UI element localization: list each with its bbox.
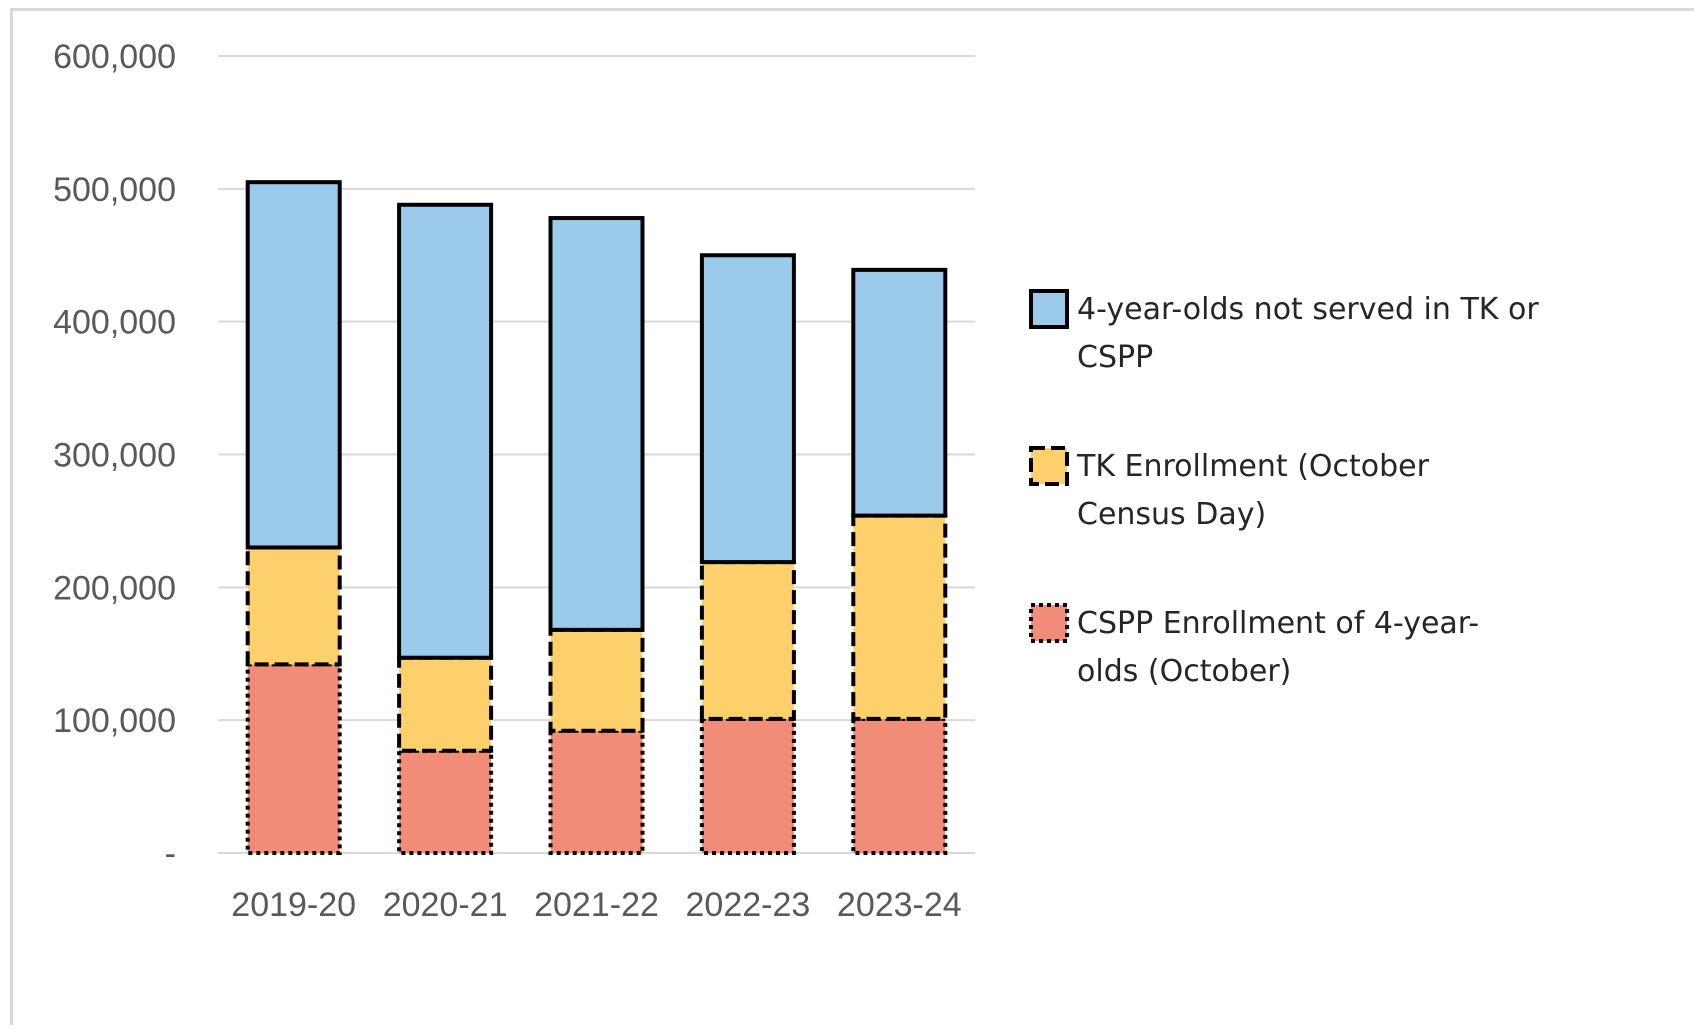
legend-label: TK Enrollment (October Census Day) (1076, 449, 1430, 532)
chart-frame: - 100,000 200,000 300,000 400,000 500,000 600,… (10, 8, 1694, 1025)
bar-segment (245, 662, 342, 855)
legend-swatch (1029, 446, 1069, 486)
y-axis-tick-labels: - 100,000 200,000 300,000 400,000 500,000 600,… (53, 38, 176, 873)
y-tick-label: 200,000 (53, 569, 176, 607)
legend-label-line: CSPP Enrollment of 4-year- (1077, 606, 1479, 641)
legend-label-line: olds (October) (1077, 654, 1291, 689)
legend-swatch (1029, 289, 1069, 329)
x-tick-label: 2020-21 (383, 886, 508, 924)
y-tick-label: 100,000 (53, 702, 176, 740)
stacked-bar-chart: - 100,000 200,000 300,000 400,000 500,000 600,… (53, 38, 1539, 924)
legend-label-line: TK Enrollment (October (1076, 449, 1430, 484)
legend-label-line: Census Day) (1077, 497, 1266, 532)
x-axis-tick-labels: 2019-20 2020-21 2021-22 2022-23 2023-24 (231, 886, 961, 924)
y-tick-label: 300,000 (53, 437, 176, 475)
x-tick-label: 2023-24 (837, 886, 962, 924)
y-tick-label: 500,000 (53, 171, 176, 209)
y-tick-label: 400,000 (53, 304, 176, 342)
bar-segment (397, 202, 494, 660)
bar-segment (245, 180, 342, 550)
y-tick-label: 600,000 (53, 38, 176, 76)
bar-segment (851, 716, 948, 855)
y-tick-label: - (165, 835, 176, 873)
legend-label: 4-year-olds not served in TK or CSPP (1077, 292, 1539, 375)
bar-segment (851, 267, 948, 518)
x-tick-label: 2022-23 (686, 886, 811, 924)
bar-segment (397, 748, 494, 855)
bar-segment (548, 728, 645, 855)
x-tick-label: 2021-22 (534, 886, 659, 924)
bar-segment (548, 627, 645, 733)
bar-segment (699, 560, 796, 721)
bar-segment (699, 716, 796, 855)
x-tick-label: 2019-20 (231, 886, 356, 924)
legend: 4-year-olds not served in TK or CSPP TK En… (1029, 289, 1539, 689)
legend-label-line: 4-year-olds not served in TK or (1077, 292, 1539, 327)
legend-label: CSPP Enrollment of 4-year-olds (October) (1077, 606, 1479, 689)
bar-segment (245, 545, 342, 667)
bar-segment (548, 216, 645, 632)
bars (245, 180, 948, 855)
bar-segment (397, 655, 494, 753)
legend-swatch (1029, 603, 1069, 643)
bar-segment (851, 513, 948, 721)
bar-segment (699, 253, 796, 565)
legend-label-line: CSPP (1077, 340, 1153, 375)
